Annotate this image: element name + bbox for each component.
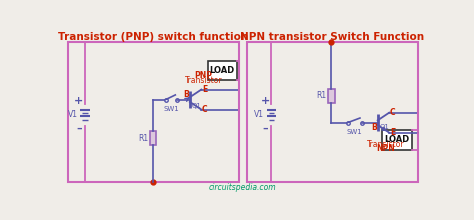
- Bar: [328, 89, 335, 103]
- Bar: [383, 130, 411, 150]
- Bar: [208, 61, 237, 80]
- Text: PNP: PNP: [195, 71, 213, 80]
- Text: NPN: NPN: [376, 144, 395, 153]
- Text: NPN transistor Switch Function: NPN transistor Switch Function: [240, 32, 424, 42]
- Text: C: C: [202, 105, 208, 114]
- Bar: [247, 42, 418, 182]
- Text: B: B: [183, 90, 189, 99]
- Text: +: +: [261, 96, 270, 106]
- Text: +: +: [74, 96, 83, 106]
- Text: C: C: [390, 108, 396, 117]
- Bar: [150, 131, 156, 145]
- Text: V1: V1: [254, 110, 264, 119]
- Text: –: –: [76, 124, 82, 134]
- Text: circuitspedia.com: circuitspedia.com: [209, 183, 277, 192]
- Text: E: E: [390, 128, 395, 137]
- Bar: [68, 42, 239, 182]
- Text: Transistor: Transistor: [366, 139, 404, 148]
- Text: LOAD: LOAD: [210, 66, 235, 75]
- Text: R1: R1: [138, 134, 149, 143]
- Text: E: E: [202, 85, 207, 94]
- Text: V1: V1: [68, 110, 78, 119]
- Text: Transistor: Transistor: [185, 76, 222, 85]
- Text: SW1: SW1: [164, 106, 179, 112]
- Text: SW1: SW1: [346, 129, 363, 135]
- Text: Transistor (PNP) switch function: Transistor (PNP) switch function: [58, 32, 249, 42]
- Text: LOAD: LOAD: [384, 136, 410, 145]
- Text: Q1: Q1: [379, 124, 389, 130]
- Text: B: B: [371, 123, 377, 132]
- Text: Q1: Q1: [191, 103, 201, 109]
- Text: R1: R1: [317, 91, 327, 100]
- Text: –: –: [263, 124, 268, 134]
